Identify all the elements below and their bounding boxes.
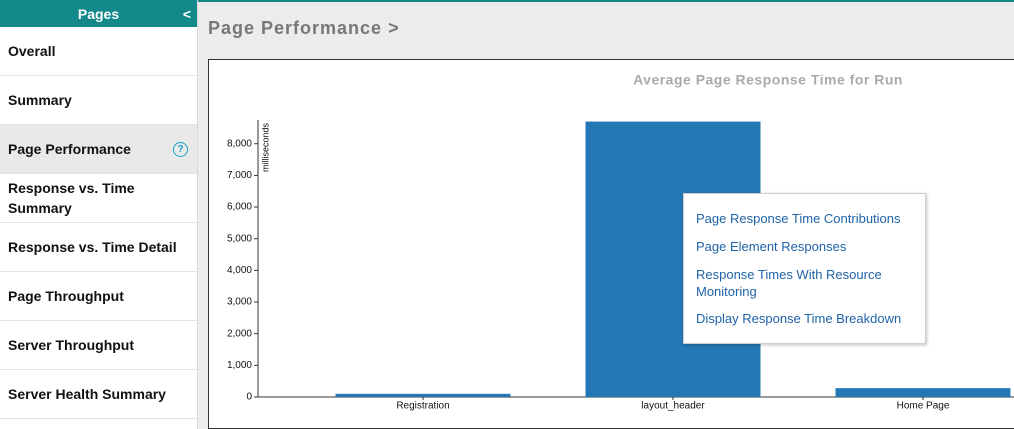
menu-item[interactable]: Page Response Time Contributions — [696, 211, 901, 226]
nav-item[interactable]: Overall — [0, 27, 197, 76]
x-tick-label: Home Page — [897, 401, 950, 412]
sidebar-title: Pages — [77, 6, 120, 22]
nav-label: Response vs. Time Detail — [8, 239, 177, 255]
y-tick-label: 3,000 — [227, 297, 252, 308]
menu-item[interactable]: Page Element Responses — [696, 239, 847, 254]
y-tick-label: 6,000 — [227, 202, 252, 213]
y-tick-label: 5,000 — [227, 233, 252, 244]
collapse-button[interactable]: < — [182, 6, 191, 22]
y-tick-label: 0 — [246, 392, 252, 403]
nav-item[interactable]: Server Throughput — [0, 321, 197, 370]
sidebar: Pages < Overall Summary Page Performance? Re… — [0, 0, 198, 429]
y-tick-label: 1,000 — [227, 360, 252, 371]
help-icon[interactable]: ? — [173, 141, 188, 157]
x-tick-label: layout_header — [641, 401, 705, 412]
nav-label: Server Health Summary — [8, 386, 166, 402]
chart-title: Average Page Response Time for Run — [633, 72, 903, 88]
bar — [335, 393, 511, 397]
nav-label: Summary — [8, 92, 72, 108]
nav-item[interactable]: Summary — [0, 76, 197, 125]
nav-label: Server Throughput — [8, 337, 135, 353]
sidebar-header: Pages < — [0, 0, 197, 27]
nav-item[interactable]: Page Performance? — [0, 125, 197, 174]
y-tick-label: 7,000 — [227, 170, 252, 181]
y-tick-label: 4,000 — [227, 265, 252, 276]
y-axis-label: milliseconds — [260, 123, 270, 173]
y-tick-label: 2,000 — [227, 328, 252, 339]
nav-item[interactable]: Page Throughput — [0, 272, 197, 321]
nav-item[interactable]: Response vs. Time Summary — [0, 174, 197, 223]
nav-item[interactable]: Response vs. Time Detail — [0, 223, 197, 272]
y-tick-label: 8,000 — [227, 138, 252, 149]
menu-item[interactable]: Display Response Time Breakdown — [696, 311, 902, 326]
page-title: Page Performance > — [208, 18, 400, 38]
top-bar — [197, 0, 1014, 2]
nav-item[interactable]: Server Health Summary — [0, 370, 197, 419]
nav-label: Page Throughput — [8, 288, 124, 304]
context-menu: Page Response Time Contributions Page Ele… — [683, 193, 926, 344]
nav-list: Overall Summary Page Performance? Response … — [0, 27, 197, 419]
nav-label: Overall — [8, 43, 56, 59]
menu-item[interactable]: Response Times With Resource Monitoring — [696, 267, 882, 299]
nav-label: Page Performance — [8, 141, 131, 157]
bar — [835, 388, 1011, 397]
nav-label: Response vs. Time Summary — [8, 180, 135, 216]
x-tick-label: Registration — [396, 401, 449, 412]
